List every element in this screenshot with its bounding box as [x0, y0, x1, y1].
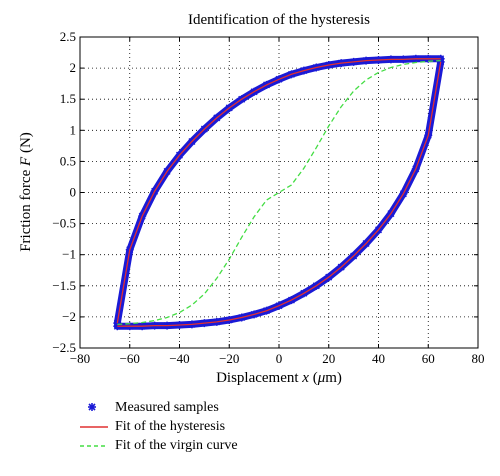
y-axis-label-prefix: Friction force — [18, 166, 34, 252]
x-axis-label-close: m) — [325, 370, 342, 386]
y-tick-label: 1.5 — [60, 91, 76, 106]
y-tick-label: 1 — [70, 122, 77, 137]
x-axis-label-var: x — [301, 370, 309, 386]
y-axis-label-var: F — [18, 156, 34, 167]
chart-legend: Measured samples Fit of the hysteresis F… — [80, 398, 380, 455]
grid-lines — [80, 37, 478, 348]
hysteresis-fit-lower — [117, 61, 442, 327]
y-tick-label: 0 — [70, 185, 77, 200]
legend-item-measured: Measured samples — [80, 398, 380, 417]
x-tick-label: 40 — [372, 351, 385, 366]
x-axis-label-mu: μ — [317, 370, 326, 386]
x-tick-label: 0 — [276, 351, 283, 366]
asterisk-marker-icon — [88, 403, 96, 411]
x-tick-label: 20 — [322, 351, 335, 366]
y-tick-label: −1.5 — [52, 278, 76, 293]
x-tick-label: −20 — [219, 351, 239, 366]
legend-item-hysteresis-fit: Fit of the hysteresis — [80, 417, 380, 436]
y-tick-label: 0.5 — [60, 153, 76, 168]
y-axis-label-unit: (N) — [18, 132, 34, 157]
x-tick-label: 60 — [422, 351, 435, 366]
hysteresis-fit-upper — [116, 58, 441, 324]
x-tick-label: −80 — [70, 351, 90, 366]
legend-label-measured: Measured samples — [115, 400, 219, 415]
y-axis-label: Friction force F (N) — [18, 132, 34, 252]
x-tick-label: −60 — [120, 351, 140, 366]
legend-label-virgin-fit: Fit of the virgin curve — [115, 438, 238, 453]
y-tick-label: 2.5 — [60, 29, 76, 44]
axis-ticks: −80 −60 −40 −20 0 20 40 60 80 −2.5 −2 −1.5 −1 −0.5 0 0.… — [52, 29, 484, 366]
solid-line-icon — [80, 426, 108, 428]
x-tick-label: 80 — [472, 351, 485, 366]
y-tick-label: −0.5 — [52, 216, 76, 231]
legend-label-hysteresis-fit: Fit of the hysteresis — [115, 419, 226, 434]
x-axis-label-prefix: Displacement — [216, 370, 302, 386]
plot-area — [113, 54, 445, 331]
x-axis-label-open: ( — [309, 370, 318, 386]
x-axis-label: Displacement x (μm) — [216, 370, 342, 386]
y-tick-label: −2.5 — [52, 340, 76, 355]
measured-band-upper — [113, 55, 445, 327]
x-tick-label: −40 — [169, 351, 189, 366]
dashed-line-icon — [80, 445, 108, 447]
y-tick-label: 2 — [70, 60, 77, 75]
legend-item-virgin-fit: Fit of the virgin curve — [80, 436, 380, 455]
y-tick-label: −1 — [62, 247, 76, 262]
chart-title: Identification of the hysteresis — [188, 12, 370, 28]
y-tick-label: −2 — [62, 309, 76, 324]
